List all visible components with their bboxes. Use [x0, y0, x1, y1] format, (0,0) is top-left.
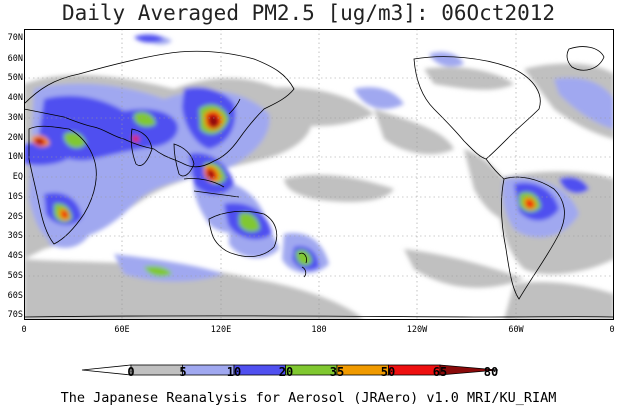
lat-label-10s: 10S [7, 192, 23, 202]
lat-label-60s: 60S [7, 291, 23, 301]
lat-label-60n: 60N [7, 54, 23, 64]
lon-label-60e: 60E [114, 325, 130, 335]
lon-label-120w: 120W [406, 325, 428, 335]
lat-label-70s: 70S [7, 310, 23, 320]
lat-label-eq: EQ [12, 172, 23, 182]
colorbar-label-50: 50 [380, 365, 396, 379]
coastlines [23, 46, 615, 318]
colorbar-box [130, 364, 183, 376]
lat-label-50s: 50S [7, 271, 23, 281]
lon-label-0-right: 0 [609, 325, 615, 335]
colorbar-label-0: 0 [127, 365, 135, 379]
colorbar-label-80: 80 [483, 365, 499, 379]
colorbar-label-5: 5 [179, 365, 187, 379]
graticule [24, 29, 614, 320]
colorbar-label-35: 35 [329, 365, 345, 379]
lat-label-30n: 30N [7, 113, 23, 123]
colorbar-arrow-low [81, 364, 132, 376]
colorbar [81, 364, 499, 376]
map-svg [23, 29, 615, 320]
colorbar-arrow-high [439, 364, 499, 376]
lat-label-10n: 10N [7, 152, 23, 162]
pm25-map [23, 29, 615, 320]
lat-label-20s: 20S [7, 212, 23, 222]
lat-label-40n: 40N [7, 93, 23, 103]
lon-label-0-left: 0 [21, 325, 27, 335]
lat-label-20n: 20N [7, 133, 23, 143]
colorbar-label-20: 20 [278, 365, 294, 379]
lon-label-180: 180 [311, 325, 327, 335]
lon-label-60w: 60W [508, 325, 524, 335]
map-title: Daily Averaged PM2.5 [ug/m3]: 06Oct2012 [61, 1, 556, 25]
lat-label-30s: 30S [7, 231, 23, 241]
lat-label-50n: 50N [7, 73, 23, 83]
colorbar-label-65: 65 [432, 365, 448, 379]
lon-label-120e: 120E [210, 325, 232, 335]
colorbar-box [233, 364, 286, 376]
lat-label-40s: 40S [7, 251, 23, 261]
footer-credit: The Japanese Reanalysis for Aerosol (JRA… [60, 390, 557, 406]
map-frame [24, 29, 614, 320]
lat-label-70n: 70N [7, 33, 23, 43]
colorbar-label-10: 10 [226, 365, 242, 379]
